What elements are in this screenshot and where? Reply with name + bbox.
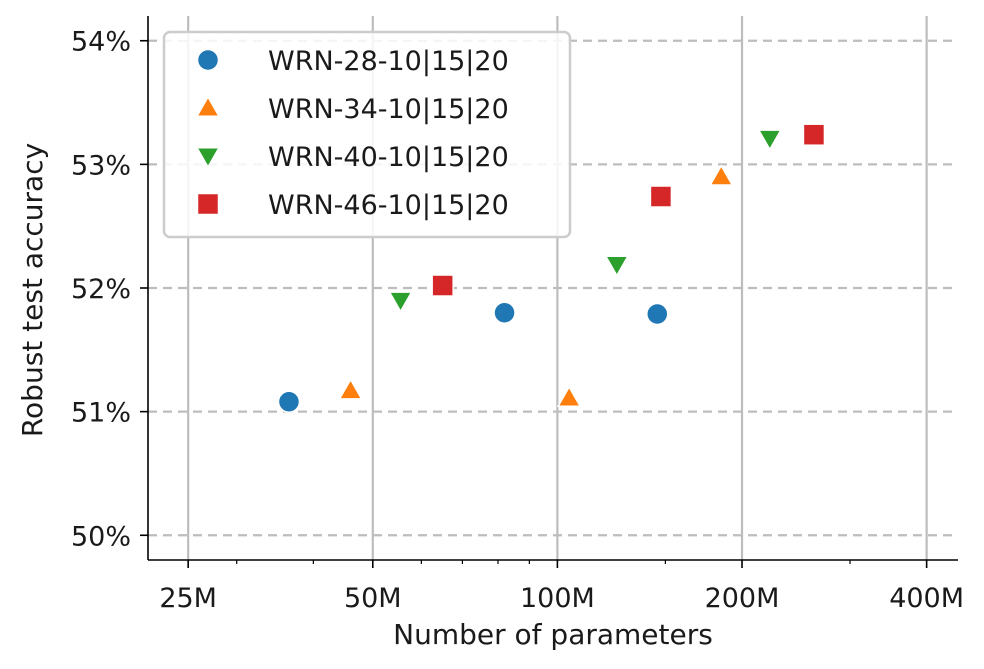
ticks: 25M 50M 100M 200M 400M 50% 51% 52% 53% 54%: [71, 27, 964, 614]
data-point: [338, 378, 363, 400]
legend-marker: [196, 48, 220, 72]
data-point: [431, 274, 454, 297]
data-point: [708, 164, 734, 186]
x-axis-label: Number of parameters: [393, 618, 713, 651]
legend-item: WRN-28-10|15|20: [196, 46, 509, 77]
legend-marker: [195, 95, 221, 117]
legend-marker: [195, 147, 221, 169]
data-point: [646, 302, 669, 326]
data-point: [277, 390, 301, 413]
legend-item: WRN-34-10|15|20: [195, 94, 509, 125]
legend-label: WRN-46-10|15|20: [268, 190, 509, 221]
y-axis-label: Robust test accuracy: [16, 143, 49, 437]
x-tick-label: 50M: [344, 583, 402, 614]
data-point: [556, 385, 582, 408]
y-tick-label: 51%: [71, 398, 131, 429]
legend-item: WRN-40-10|15|20: [195, 142, 509, 173]
legend-label: WRN-28-10|15|20: [268, 46, 509, 77]
legend-label: WRN-40-10|15|20: [268, 142, 509, 173]
data-point: [802, 123, 826, 146]
y-tick-label: 50%: [71, 521, 131, 552]
x-tick-label: 400M: [889, 583, 964, 614]
y-tick-label: 53%: [71, 150, 131, 181]
data-point: [388, 291, 413, 313]
legend-marker: [196, 192, 220, 216]
x-tick-label: 100M: [520, 583, 595, 614]
data-point: [757, 129, 783, 151]
data-point: [604, 255, 630, 278]
x-tick-label: 25M: [159, 583, 217, 614]
legend: WRN-28-10|15|20 WRN-34-10|15|20 WRN-40-10|…: [162, 30, 572, 239]
data-points: [277, 123, 826, 413]
y-tick-label: 52%: [71, 274, 131, 305]
data-point: [649, 185, 673, 208]
x-tick-label: 200M: [705, 583, 780, 614]
legend-box: [162, 30, 572, 239]
y-tick-label: 54%: [71, 27, 131, 58]
legend-label: WRN-34-10|15|20: [268, 94, 509, 125]
legend-item: WRN-46-10|15|20: [196, 190, 509, 221]
data-point: [493, 301, 516, 324]
